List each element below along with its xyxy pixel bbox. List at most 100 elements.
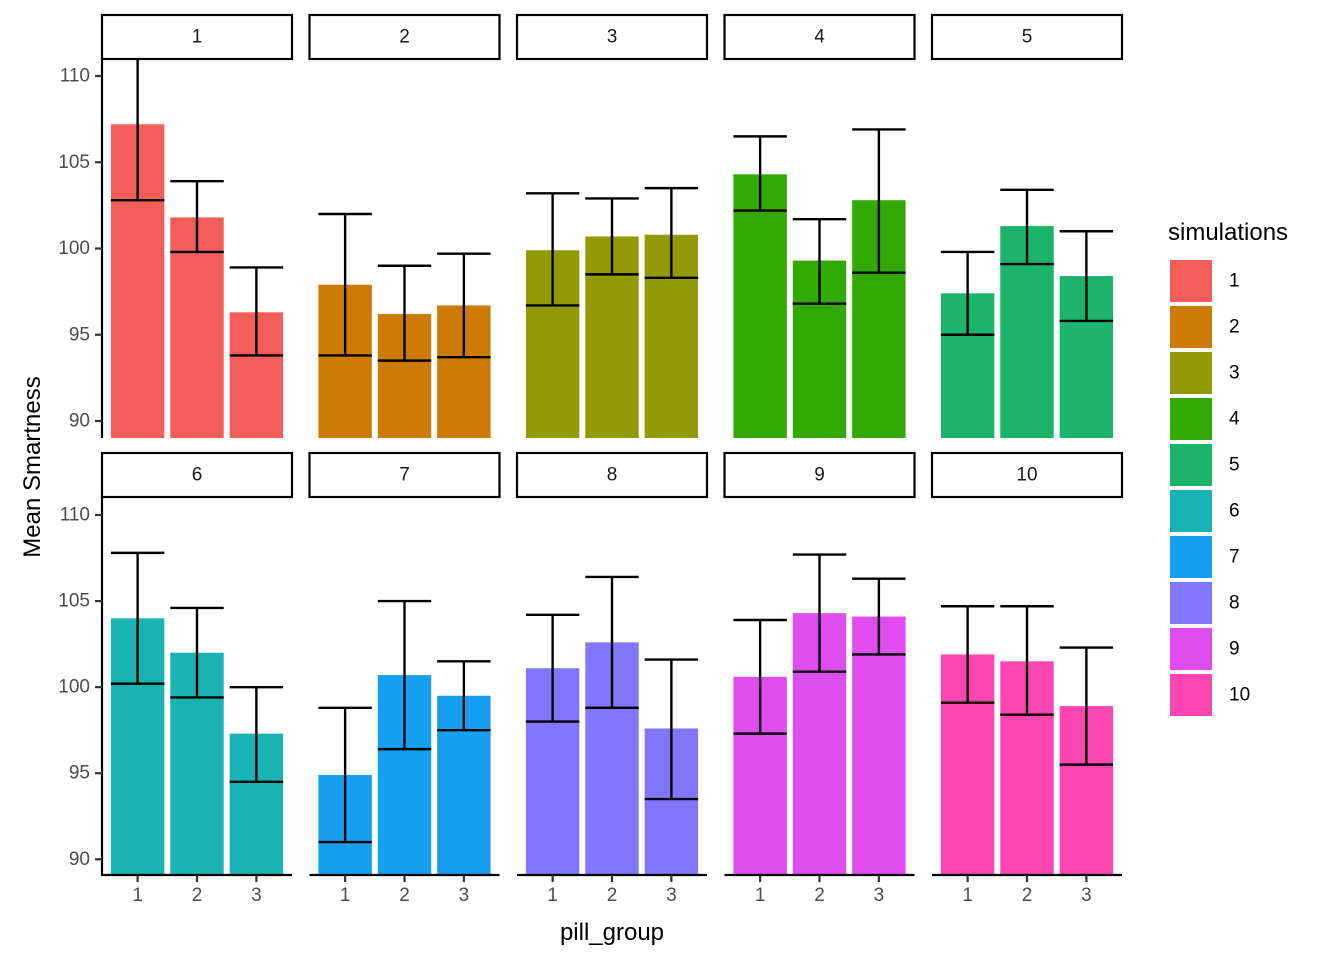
- legend-label: 1: [1229, 271, 1240, 292]
- facet-strip: 10: [930, 451, 1124, 499]
- legend-swatch: [1170, 260, 1212, 302]
- legend-item: 6: [1170, 490, 1240, 532]
- error-bar: [437, 660, 491, 732]
- facet-strip-label: 10: [1016, 465, 1037, 486]
- legend-item: 5: [1170, 444, 1240, 486]
- legend-item: 9: [1170, 628, 1240, 670]
- facet-panel-9: 9 1 2 3: [723, 451, 916, 906]
- y-tick-label: 105: [58, 152, 90, 173]
- facet-strip-box: [723, 451, 916, 499]
- legend-label: 10: [1229, 685, 1250, 706]
- error-bar: [525, 613, 580, 723]
- facet-strip: 9: [723, 451, 916, 499]
- facet-panel-3: 3: [515, 13, 709, 438]
- legend-swatch: [1170, 444, 1212, 486]
- error-bar: [733, 135, 787, 212]
- error-bar: [110, 551, 165, 685]
- x-tick-label: 3: [251, 885, 262, 906]
- error-bar: [644, 658, 699, 801]
- facet-strip-label: 8: [607, 465, 618, 486]
- y-axis: 90 95 100 105 110: [58, 497, 104, 875]
- x-tick-label: 1: [962, 885, 973, 906]
- legend-swatch: [1170, 674, 1212, 716]
- x-tick-label: 3: [666, 885, 677, 906]
- legend-item: 4: [1170, 398, 1240, 440]
- facet-strip-box: [515, 451, 709, 499]
- facet-panel-8: 8 1 2 3: [515, 451, 709, 906]
- facet-strip-label: 1: [192, 27, 203, 48]
- x-tick-label: 2: [1022, 885, 1033, 906]
- facet-strip-box: [100, 451, 294, 499]
- legend-label: 5: [1229, 455, 1240, 476]
- facet-strip: 5: [930, 13, 1124, 61]
- legend-item: 7: [1170, 536, 1240, 578]
- y-tick-label: 90: [69, 411, 90, 432]
- x-tick-label: 1: [340, 885, 351, 906]
- facet-strip-label: 4: [814, 27, 825, 48]
- legend-label: 9: [1229, 639, 1240, 660]
- x-tick-label: 2: [192, 885, 203, 906]
- y-axis-title: Mean Smartness: [19, 376, 46, 557]
- y-tick-label: 90: [69, 849, 90, 870]
- error-bar: [940, 605, 995, 704]
- error-bar: [170, 180, 224, 254]
- x-tick-label: 2: [399, 885, 410, 906]
- facet-strip-label: 3: [607, 27, 618, 48]
- error-bar: [229, 685, 284, 784]
- error-bar: [1000, 605, 1054, 716]
- x-tick-label: 3: [874, 885, 885, 906]
- legend-swatch: [1170, 490, 1212, 532]
- x-axis: 1 2 3: [309, 873, 500, 906]
- y-tick-label: 105: [58, 591, 90, 612]
- facet-strip-box: [308, 13, 501, 61]
- facet-strip-box: [930, 13, 1124, 61]
- facet-strip: 3: [515, 13, 709, 61]
- facet-strip-box: [723, 13, 916, 61]
- bar: [170, 217, 224, 438]
- facet-panel-7: 7 1 2 3: [308, 451, 501, 906]
- y-tick-label: 110: [60, 505, 90, 526]
- facet-strip-box: [100, 13, 294, 61]
- legend-swatch: [1170, 536, 1212, 578]
- legend-label: 2: [1229, 317, 1240, 338]
- legend-label: 7: [1229, 547, 1240, 568]
- legend-label: 8: [1229, 593, 1240, 614]
- x-tick-label: 2: [607, 885, 618, 906]
- x-axis: 1 2 3: [724, 873, 915, 906]
- facet-strip-label: 9: [814, 465, 825, 486]
- facet-strip: 8: [515, 451, 709, 499]
- facet-panel-6: 6 90 95 100 105 110 1 2 3: [58, 451, 294, 906]
- x-tick-label: 1: [755, 885, 766, 906]
- facet-strip: 7: [308, 451, 501, 499]
- error-bar: [1000, 188, 1054, 266]
- legend-swatch: [1170, 352, 1212, 394]
- y-tick-label: 100: [58, 238, 90, 259]
- legend-label: 6: [1229, 501, 1240, 522]
- facet-strip-label: 5: [1022, 27, 1033, 48]
- legend-swatch: [1170, 398, 1212, 440]
- facet-strip-label: 2: [399, 27, 410, 48]
- bar: [733, 174, 787, 438]
- error-bar: [852, 128, 906, 274]
- facet-panel-10: 10 1 2 3: [930, 451, 1124, 906]
- facet-strip: 6: [100, 451, 294, 499]
- error-bar: [1059, 230, 1114, 323]
- facet-strip-box: [515, 13, 709, 61]
- error-bar: [940, 250, 995, 336]
- error-bar: [377, 264, 432, 362]
- error-bar: [318, 706, 372, 844]
- x-axis-title: pill_group: [560, 919, 664, 946]
- x-axis: 1 2 3: [101, 873, 292, 906]
- x-tick-label: 1: [547, 885, 558, 906]
- error-bar: [437, 252, 491, 359]
- facet-panel-1: 1 90 95 100 105 110: [58, 13, 294, 439]
- error-bar: [377, 599, 432, 751]
- error-bar: [792, 553, 847, 673]
- y-tick-label: 95: [69, 324, 90, 345]
- error-bar: [852, 577, 906, 656]
- error-bar: [525, 192, 580, 307]
- x-tick-label: 3: [459, 885, 470, 906]
- legend-swatch: [1170, 582, 1212, 624]
- legend-item: 2: [1170, 306, 1240, 348]
- y-tick-label: 110: [60, 66, 90, 87]
